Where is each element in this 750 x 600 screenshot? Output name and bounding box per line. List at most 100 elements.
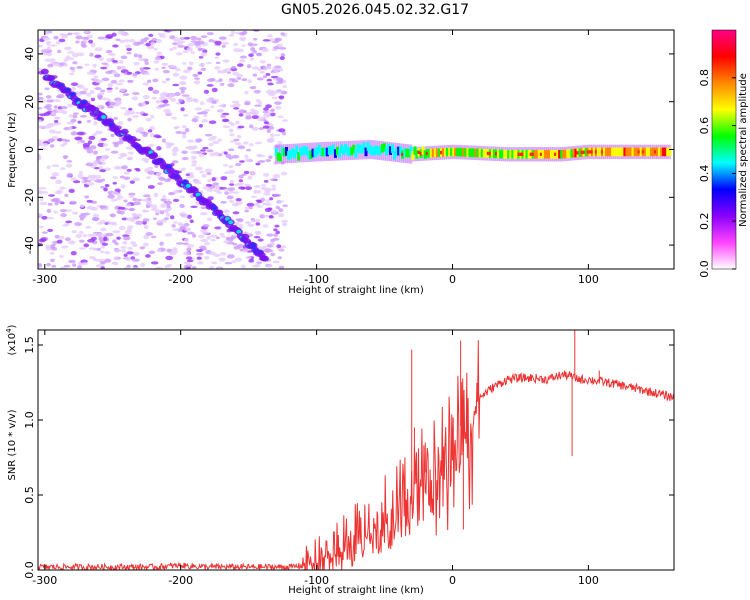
noise-speck — [201, 173, 207, 178]
noise-speck — [143, 234, 150, 240]
noise-speck — [149, 126, 156, 131]
noise-speck — [239, 55, 247, 59]
noise-speck — [277, 140, 283, 146]
noise-speck — [119, 60, 124, 65]
noise-speck — [187, 139, 195, 143]
noise-speck — [168, 142, 175, 146]
band-core — [309, 150, 313, 160]
noise-speck — [175, 52, 183, 56]
noise-speck — [250, 195, 258, 199]
noise-speck — [265, 65, 272, 70]
noise-speck — [186, 259, 194, 263]
noise-speck — [220, 176, 228, 181]
noise-speck — [60, 144, 65, 147]
noise-speck — [183, 113, 189, 117]
noise-speck — [39, 201, 48, 206]
noise-speck — [102, 143, 108, 147]
noise-speck — [181, 157, 189, 161]
noise-speck — [182, 69, 191, 74]
noise-speck — [258, 127, 265, 131]
noise-speck — [104, 148, 111, 151]
noise-speck — [233, 245, 241, 250]
noise-speck — [236, 77, 242, 80]
noise-speck — [262, 214, 270, 218]
noise-speck — [256, 205, 263, 208]
noise-speck — [228, 190, 234, 194]
noise-speck — [42, 37, 51, 41]
trace-mark — [150, 152, 159, 159]
band-core — [415, 150, 419, 159]
noise-speck — [116, 99, 122, 104]
noise-speck — [118, 65, 125, 69]
noise-speck — [199, 170, 205, 174]
band-core — [649, 147, 653, 157]
noise-speck — [255, 99, 261, 102]
noise-speck — [200, 149, 206, 152]
band-core — [527, 149, 531, 159]
noise-speck — [230, 104, 236, 108]
noise-speck — [221, 44, 226, 48]
noise-speck — [281, 119, 289, 122]
noise-speck — [120, 55, 128, 60]
noise-speck — [135, 111, 140, 115]
noise-speck — [215, 52, 221, 56]
noise-speck — [161, 66, 166, 70]
noise-speck — [203, 113, 208, 117]
band-core — [550, 149, 554, 159]
band-core — [472, 148, 476, 158]
noise-speck — [211, 177, 217, 182]
noise-speck — [120, 184, 126, 189]
noise-speck — [86, 71, 95, 75]
noise-speck — [38, 67, 43, 71]
band-core — [278, 152, 282, 162]
noise-speck — [214, 66, 221, 70]
noise-speck — [172, 221, 178, 224]
noise-speck — [244, 158, 252, 162]
noise-speck — [274, 106, 282, 110]
noise-speck — [267, 140, 275, 143]
noise-speck — [196, 37, 202, 41]
noise-speck — [155, 99, 161, 104]
noise-speck — [167, 95, 173, 100]
noise-speck — [113, 116, 118, 120]
noise-speck — [229, 133, 235, 137]
noise-speck — [70, 82, 79, 87]
noise-speck — [112, 176, 119, 179]
noise-speck — [166, 204, 171, 209]
band-core — [499, 149, 503, 159]
noise-speck — [72, 263, 77, 267]
band-core — [413, 146, 417, 155]
noise-speck — [262, 125, 270, 129]
noise-speck — [127, 225, 134, 229]
noise-speck — [76, 141, 81, 144]
noise-speck — [118, 136, 124, 141]
noise-speck — [260, 197, 266, 202]
noise-speck — [255, 162, 261, 166]
noise-speck — [203, 89, 210, 94]
noise-speck — [195, 116, 200, 119]
noise-speck — [148, 250, 156, 255]
noise-speck — [38, 242, 43, 247]
noise-speck — [202, 224, 210, 228]
band-core — [515, 149, 519, 159]
noise-speck — [263, 179, 269, 183]
noise-speck — [277, 256, 283, 260]
noise-speck — [245, 256, 252, 260]
noise-speck — [46, 165, 51, 169]
noise-speck — [256, 190, 262, 194]
noise-speck — [190, 35, 197, 41]
band-core — [311, 148, 315, 158]
noise-speck — [274, 65, 282, 69]
noise-speck — [146, 205, 151, 209]
noise-speck — [99, 205, 107, 209]
noise-speck — [237, 145, 246, 150]
noise-speck — [241, 78, 248, 82]
noise-speck — [94, 47, 103, 52]
noise-speck — [61, 245, 69, 249]
noise-speck — [271, 184, 277, 188]
noise-speck — [259, 70, 266, 74]
noise-speck — [236, 134, 242, 139]
noise-speck — [82, 39, 88, 44]
noise-speck — [130, 256, 136, 260]
noise-speck — [82, 261, 88, 265]
